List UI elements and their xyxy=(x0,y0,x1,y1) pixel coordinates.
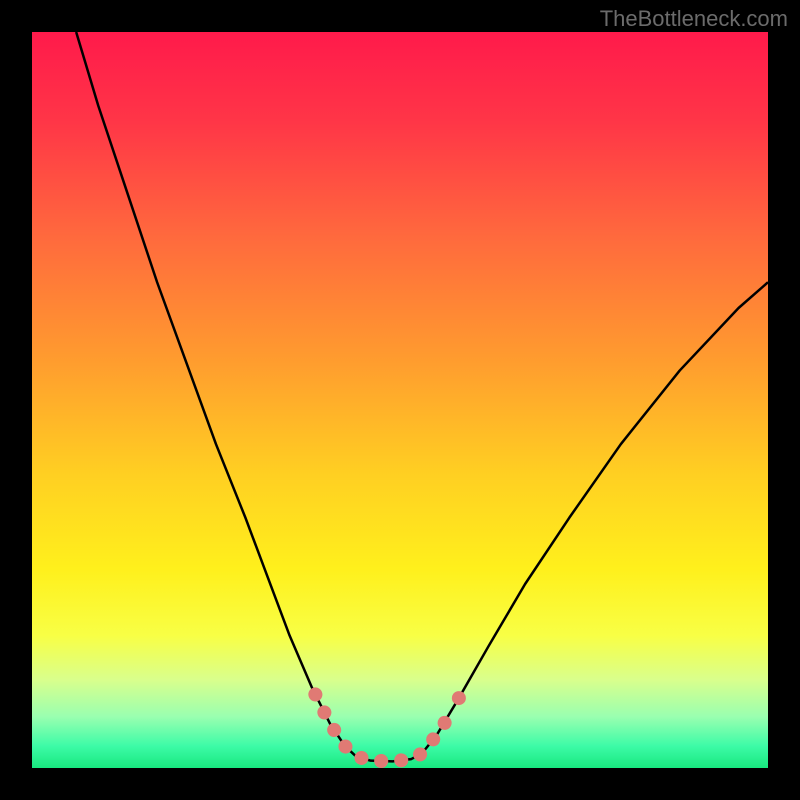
chart-plot-area xyxy=(32,32,768,768)
highlight-dot xyxy=(452,691,466,705)
watermark-text: TheBottleneck.com xyxy=(600,6,788,32)
bottleneck-curve-chart xyxy=(32,32,768,768)
